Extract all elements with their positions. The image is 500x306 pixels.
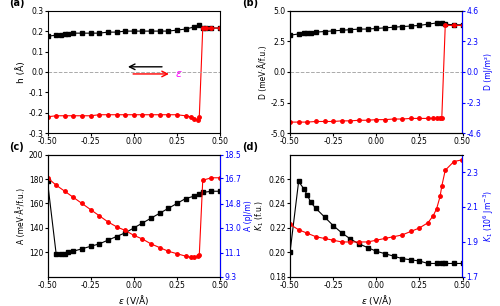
X-axis label: $\varepsilon$ (V/Å): $\varepsilon$ (V/Å)	[360, 293, 392, 306]
Y-axis label: $K_1$ ($10^6$ Jm$^{-3}$): $K_1$ ($10^6$ Jm$^{-3}$)	[482, 190, 496, 242]
Text: (a): (a)	[10, 0, 25, 8]
Y-axis label: D (mJ/m²): D (mJ/m²)	[484, 54, 494, 90]
Y-axis label: A (meV·Å²/f.u.): A (meV·Å²/f.u.)	[16, 188, 26, 244]
Text: (c): (c)	[10, 142, 24, 152]
X-axis label: $\varepsilon$ (V/Å): $\varepsilon$ (V/Å)	[118, 293, 150, 306]
Text: (b): (b)	[242, 0, 258, 8]
Text: $\varepsilon$: $\varepsilon$	[175, 69, 183, 79]
Y-axis label: D (meV·Å/f.u.): D (meV·Å/f.u.)	[258, 45, 268, 99]
Y-axis label: $K_1$ (f.u.): $K_1$ (f.u.)	[254, 200, 266, 231]
Y-axis label: h (Å): h (Å)	[16, 61, 26, 83]
Text: (d): (d)	[242, 142, 258, 152]
Y-axis label: A (pJ/m): A (pJ/m)	[244, 200, 253, 231]
